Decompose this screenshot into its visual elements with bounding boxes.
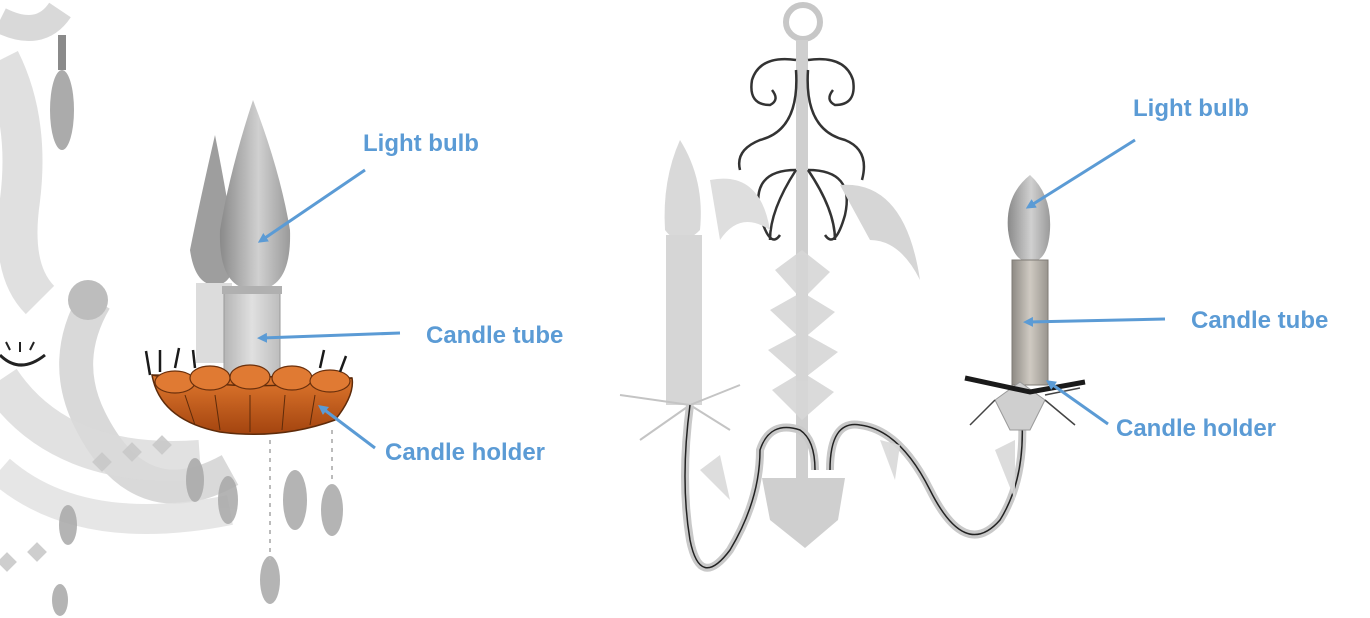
scroll-wirework — [737, 57, 866, 241]
arrow-right-light-bulb — [1025, 138, 1136, 209]
left-light-bulb-label: Light bulb — [363, 130, 479, 157]
left-candle-tube-label: Candle tube — [426, 322, 564, 349]
right-chandelier — [619, 2, 1086, 572]
right-light-bulb-label: Light bulb — [1133, 95, 1249, 122]
arrow-left-light-bulb — [257, 168, 366, 243]
arrow-left-candle-tube — [257, 331, 401, 343]
right-candle-tube-label: Candle tube — [1191, 307, 1329, 334]
right-light-bulb — [1007, 175, 1051, 262]
arrow-right-candle-holder — [1045, 380, 1109, 426]
left-candle-holder — [144, 347, 354, 436]
left-chandelier — [0, 2, 354, 616]
left-candle-holder-label: Candle holder — [385, 439, 546, 466]
right-candle-holder — [964, 375, 1086, 431]
left-light-bulb — [219, 100, 291, 290]
callout-arrows — [257, 138, 1166, 450]
arrow-left-candle-holder — [318, 404, 376, 450]
right-candle-holder-label: Candle holder — [1116, 415, 1277, 442]
arrow-right-candle-tube — [1023, 316, 1166, 327]
